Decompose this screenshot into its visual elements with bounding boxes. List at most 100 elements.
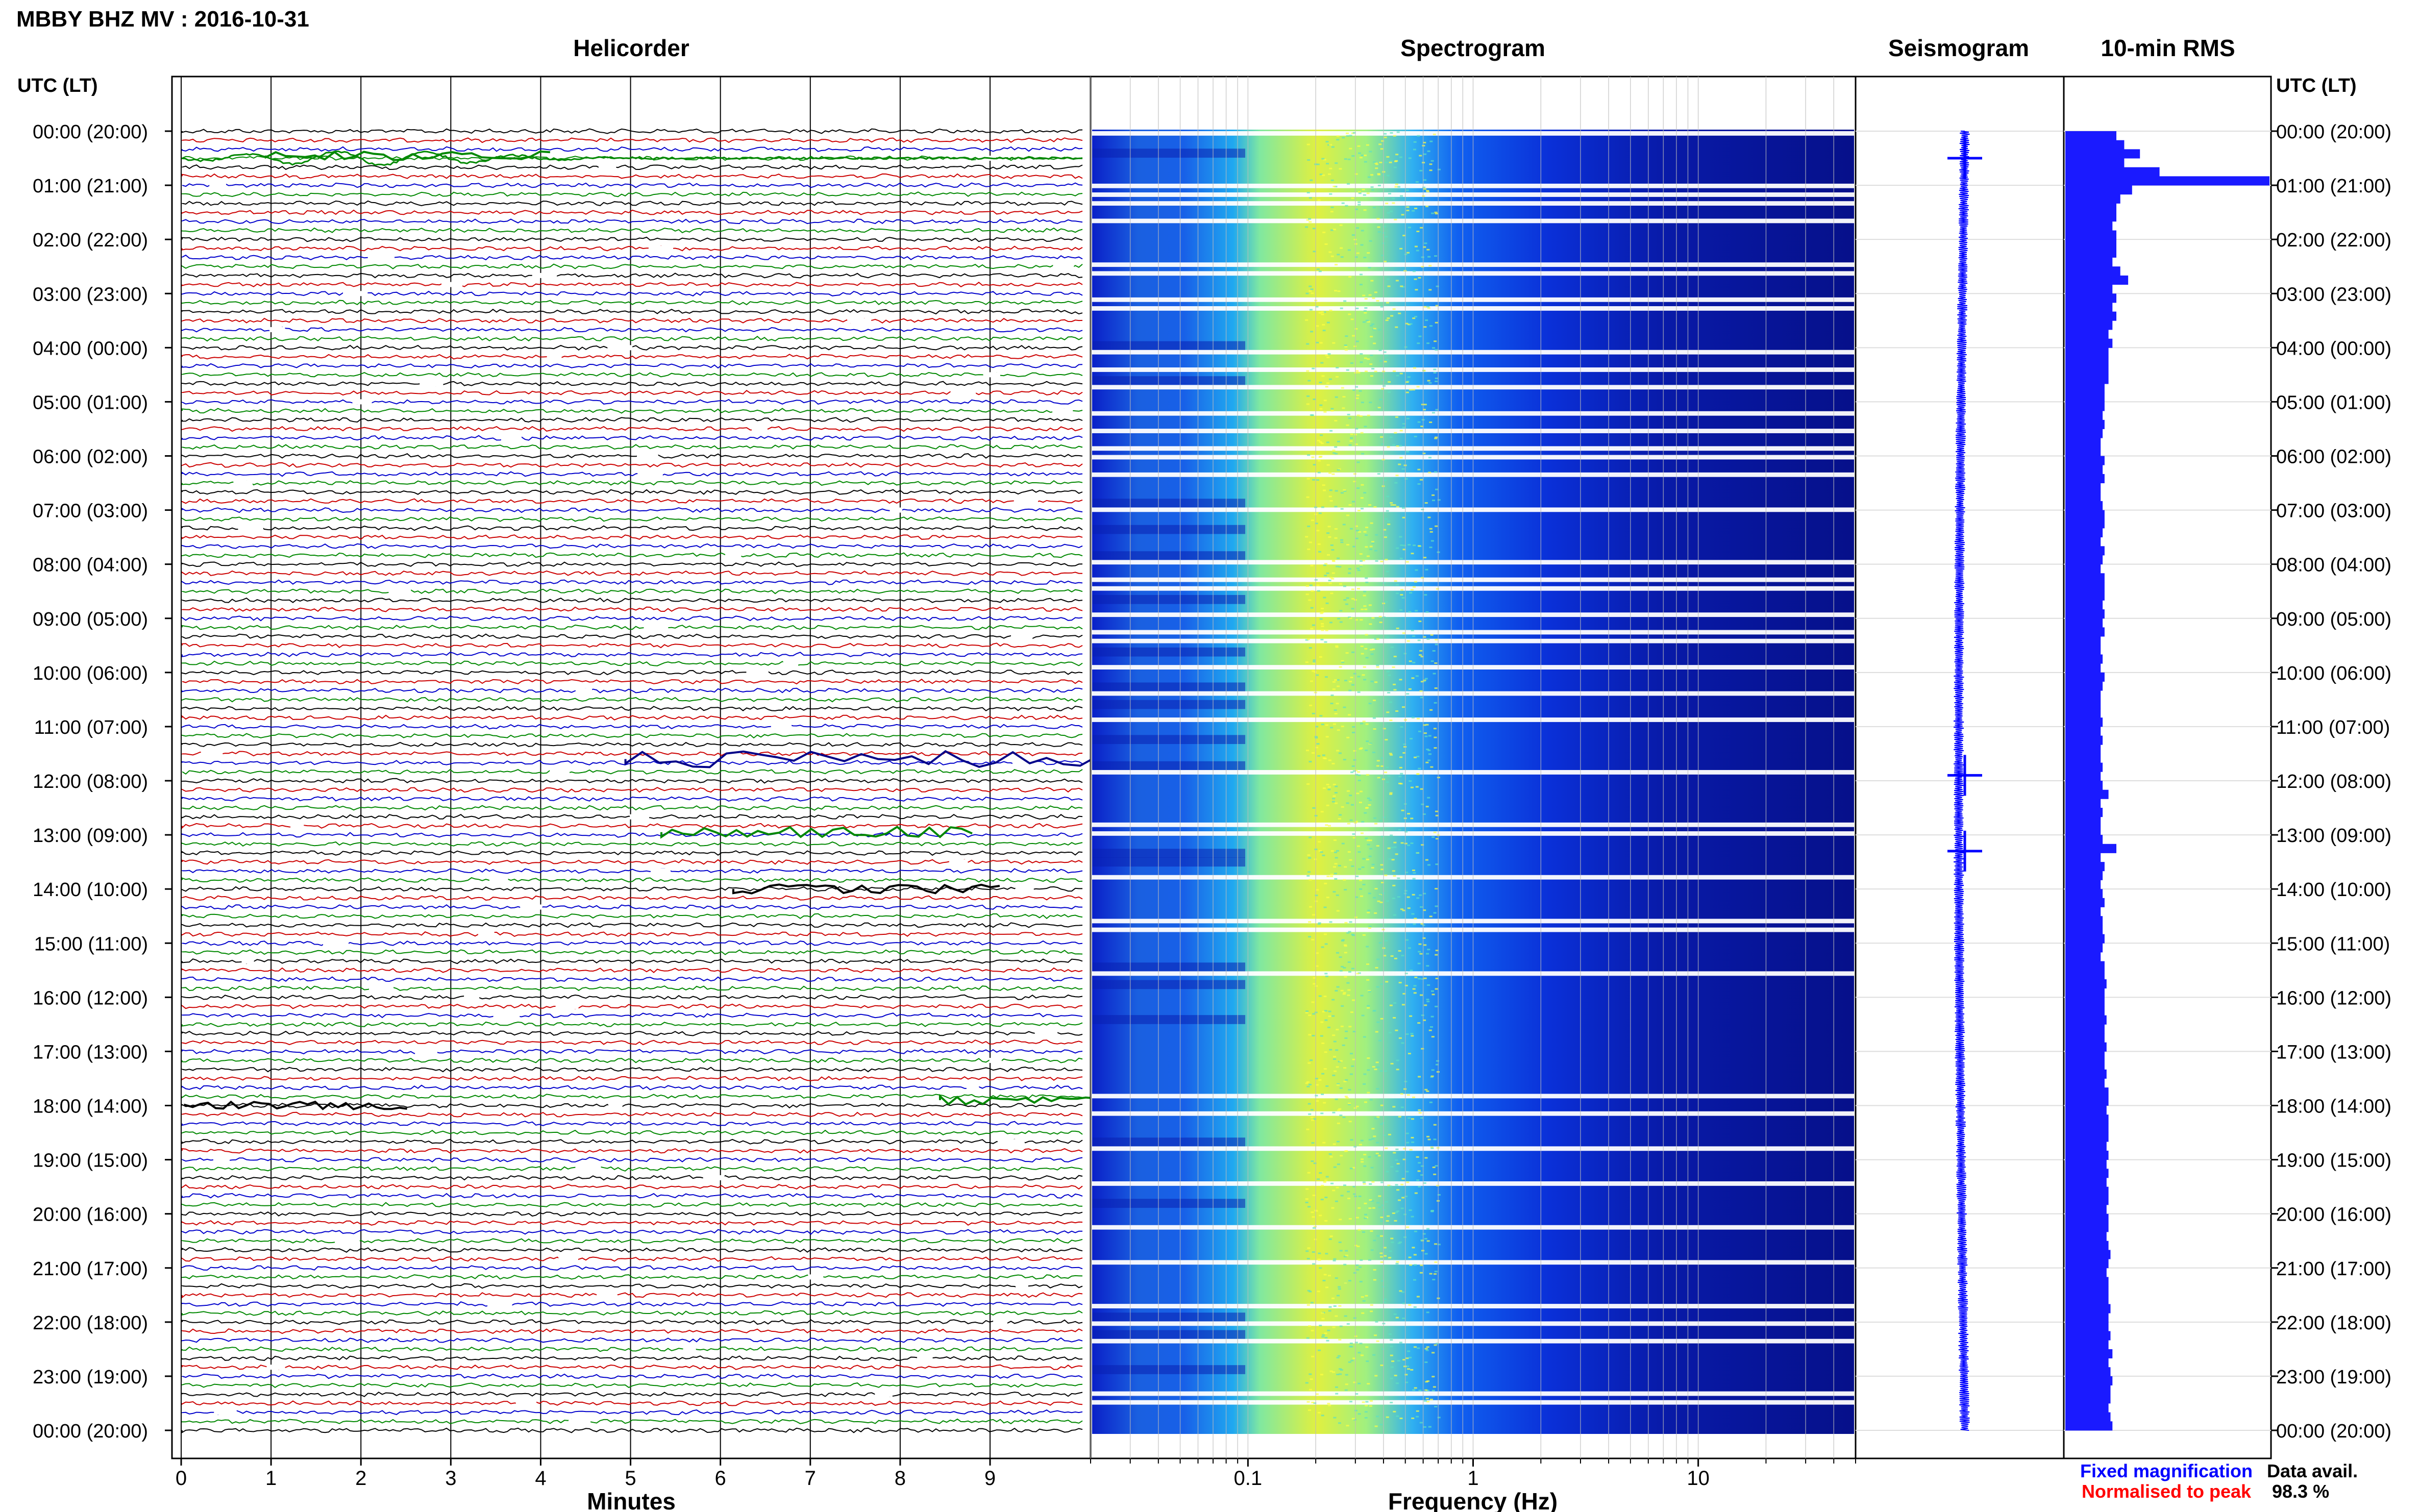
spectrogram-speckle <box>1331 473 1335 475</box>
spectrogram-speckle <box>1373 817 1377 819</box>
spectrogram-speckle <box>1389 753 1392 755</box>
helicorder-trace <box>182 1346 1083 1352</box>
spectrogram-speckle <box>1411 913 1415 915</box>
spectrogram-speckle <box>1364 298 1368 300</box>
spectrogram-speckle <box>1427 984 1430 986</box>
helicorder-trace <box>182 1067 1083 1073</box>
rms-bar <box>2065 1024 2105 1034</box>
spectrogram-speckle <box>1368 855 1372 857</box>
spectrogram-speckle <box>1418 335 1422 337</box>
spectrogram-speckle <box>1330 408 1334 410</box>
spectrogram-speckle <box>1399 609 1403 611</box>
spectrogram-speckle <box>1426 1135 1430 1137</box>
time-label-right: 08:00 (04:00) <box>2276 555 2391 576</box>
spectrogram-speckle <box>1343 944 1347 946</box>
helicorder-trace <box>182 1103 1083 1109</box>
spectrogram-speckle <box>1370 186 1374 188</box>
spectrogram-speckle <box>1367 797 1370 799</box>
spectrogram-speckle <box>1382 816 1386 819</box>
spectrogram-speckle <box>1422 680 1426 682</box>
spectrogram-speckle <box>1319 408 1323 410</box>
spectrogram-speckle <box>1413 544 1416 547</box>
spectrogram-speckle <box>1402 993 1406 995</box>
rms-bar <box>2065 943 2103 953</box>
spectrogram-speckle <box>1374 1375 1378 1377</box>
spectrogram-speckle <box>1336 1141 1340 1143</box>
helicorder-trace <box>182 760 1083 766</box>
spectrogram-speckle <box>1357 771 1361 773</box>
spectrogram-speckle <box>1435 988 1438 990</box>
spectrogram-speckle <box>1420 697 1423 699</box>
spectrogram-speckle <box>1424 1088 1428 1090</box>
minute-tick-label: 3 <box>445 1467 456 1490</box>
spectrogram-speckle <box>1413 756 1417 758</box>
spectrogram-speckle <box>1381 1348 1385 1350</box>
time-label-right: 16:00 (12:00) <box>2276 987 2391 1009</box>
spectrogram-speckle <box>1417 962 1421 964</box>
spectrogram-speckle <box>1360 564 1363 566</box>
spectrogram-speckle <box>1313 977 1316 979</box>
spectrogram-speckle <box>1426 749 1429 751</box>
spectrogram-speckle <box>1340 1195 1344 1197</box>
spectrogram-speckle <box>1308 1409 1312 1411</box>
spectrogram-speckle <box>1363 1183 1366 1185</box>
spectrogram-speckle <box>1382 616 1386 618</box>
spectrogram-speckle <box>1398 1116 1401 1118</box>
spectrogram-speckle <box>1421 978 1424 980</box>
spectrogram-speckle <box>1369 549 1372 551</box>
time-label-right: 02:00 (22:00) <box>2276 230 2391 251</box>
spectrogram-speckle <box>1399 1342 1402 1344</box>
spectrogram-speckle <box>1375 167 1378 169</box>
spectrogram-speckle <box>1346 1323 1350 1325</box>
spectrogram-speckle <box>1425 761 1429 763</box>
spectrogram-speckle <box>1338 1422 1341 1424</box>
spectrogram-lowband <box>1092 1330 1245 1340</box>
spectrogram-speckle <box>1352 335 1355 337</box>
spectrogram-speckle <box>1332 798 1336 800</box>
spectrogram-speckle <box>1366 839 1370 841</box>
spectrogram-speckle <box>1311 1001 1315 1003</box>
spectrogram-speckle <box>1346 135 1349 137</box>
rms-bar <box>2065 1322 2109 1331</box>
spectrogram-speckle <box>1376 958 1380 960</box>
spectrogram-speckle <box>1353 673 1356 675</box>
spectrogram-speckle <box>1380 1123 1384 1125</box>
spectrogram-speckle <box>1330 1182 1334 1184</box>
spectrogram-speckle <box>1311 456 1315 458</box>
trace-gap <box>388 588 411 594</box>
spectrogram-speckle <box>1412 210 1415 212</box>
time-label-right: 00:00 (20:00) <box>2276 1421 2391 1442</box>
spectrogram-speckle <box>1427 864 1431 866</box>
trace-gap <box>983 372 1000 378</box>
spectrogram-speckle <box>1426 1390 1429 1392</box>
spectrogram-speckle <box>1318 922 1321 924</box>
spectrogram-speckle <box>1401 468 1405 470</box>
spectrogram-speckle <box>1406 1181 1410 1183</box>
spectrogram-speckle <box>1350 318 1354 320</box>
spectrogram-speckle <box>1347 994 1350 996</box>
frequency-tick-label: 0.1 <box>1234 1467 1263 1490</box>
spectrogram-speckle <box>1317 199 1321 201</box>
helicorder-trace <box>182 263 1083 269</box>
spectrogram-speckle <box>1329 1235 1333 1237</box>
rms-bar <box>2065 149 2140 159</box>
spectrogram-speckle <box>1361 1158 1364 1160</box>
spectrogram-speckle <box>1414 1230 1417 1232</box>
helicorder-trace <box>182 218 1083 225</box>
data-availability-label: Data avail. <box>2267 1460 2358 1481</box>
spectrogram-speckle <box>1380 207 1384 209</box>
spectrogram-speckle <box>1389 1185 1392 1187</box>
helicorder-trace <box>182 561 1083 567</box>
spectrogram-speckle <box>1317 472 1321 474</box>
spectrogram-speckle <box>1386 495 1390 498</box>
trace-gap <box>501 435 522 441</box>
spectrogram-speckle <box>1367 909 1371 911</box>
spectrogram-speckle <box>1380 436 1384 438</box>
spectrogram-speckle <box>1405 189 1409 191</box>
spectrogram-speckle <box>1392 444 1396 446</box>
spectrogram-speckle <box>1334 839 1337 841</box>
spectrogram-speckle <box>1319 656 1322 658</box>
spectrogram-speckle <box>1338 1060 1341 1062</box>
spectrogram-speckle <box>1374 162 1378 164</box>
spectrogram-speckle <box>1316 743 1320 745</box>
